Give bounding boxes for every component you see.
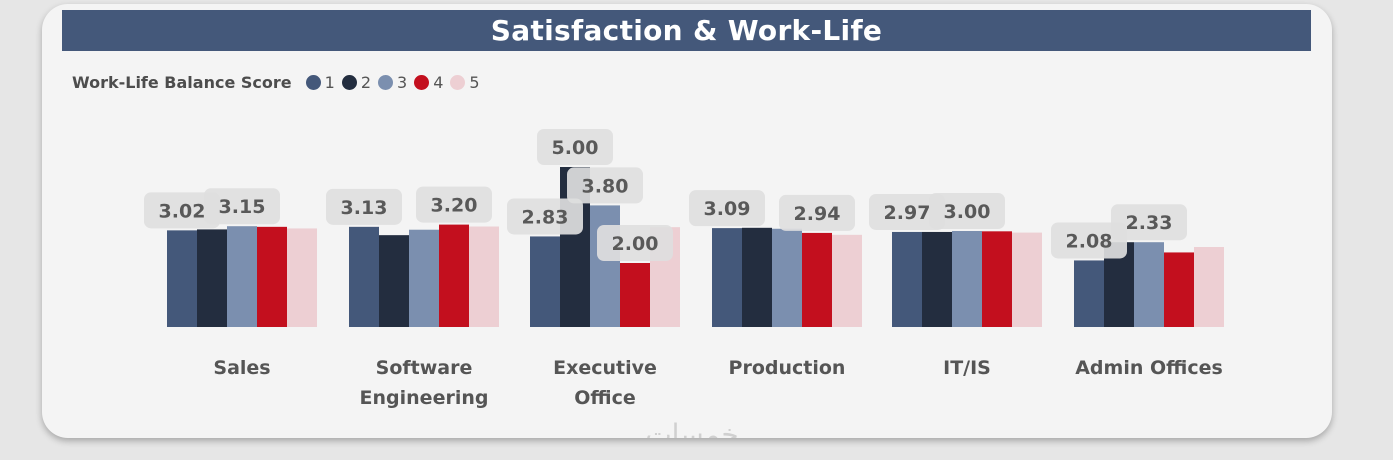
data-label-bg-0 [144,192,220,229]
bar-3-series-3 [772,228,802,327]
category-label-3: Production [729,357,846,379]
bar-5-series-4 [1164,252,1194,327]
bar-4-series-1 [892,231,922,327]
bar-2-series-3 [590,205,620,327]
data-label-12: 2.08 [1066,230,1113,252]
legend-swatch-4 [414,74,430,90]
data-label-7: 2.00 [612,233,659,255]
data-label-3: 3.20 [431,195,478,217]
legend-title: Work-Life Balance Score [72,72,292,92]
data-label-bg-12 [1051,222,1127,259]
bar-5-series-5 [1194,247,1224,327]
bar-3-series-5 [832,234,862,327]
bar-2-series-1 [530,236,560,327]
category-label-4: IT/IS [943,357,991,379]
bar-0-series-3 [227,226,257,327]
legend-swatch-3 [378,74,393,90]
legend-label-2: 2 [360,72,371,92]
bar-1-series-1 [349,226,379,327]
bar-0-series-2 [197,229,227,327]
legend-label-4: 4 [433,72,444,92]
bar-4-series-4 [982,231,1012,327]
bar-chart-plot: 3.02 3.15 3.13 3.20 2.83 5.00 3.80 2.00 3.09 2.94… [144,129,1224,409]
watermark-text: خمسات [645,418,739,438]
bar-1-series-4 [439,224,469,327]
data-label-13: 2.33 [1126,212,1173,234]
legend-swatch-5 [450,74,466,90]
data-label-bg-7 [597,225,673,261]
data-label-5: 5.00 [552,137,599,159]
bar-3-series-4 [802,232,832,327]
legend-item-5[interactable]: 5 [450,72,480,92]
bar-5-series-1 [1074,260,1104,327]
bar-4-series-3 [952,231,982,327]
category-label-1: Software Engineering [360,357,489,409]
data-label-9: 2.94 [794,203,841,225]
data-label-bg-8 [689,190,765,227]
data-label-8: 3.09 [704,198,751,220]
data-label-11: 3.00 [944,201,991,223]
bar-0-series-4 [257,226,287,327]
legend-item-3[interactable]: 3 [378,73,407,92]
data-label-6: 3.80 [582,175,629,197]
category-label-2: Executive Office [553,357,657,409]
category-label-0: Sales [213,357,270,379]
data-label-bg-2 [326,188,402,225]
legend: Work-Life Balance Score 1 2 3 4 5 [72,70,487,94]
data-label-bg-3 [416,186,492,223]
bar-0-series-1 [167,230,197,327]
bar-3-series-1 [712,228,742,327]
bar-1-series-5 [469,226,499,327]
data-label-bg-10 [869,193,945,230]
data-label-bg-11 [929,193,1005,229]
legend-swatch-2 [341,74,357,90]
data-label-0: 3.02 [159,200,206,222]
legend-label-1: 1 [324,72,335,92]
bar-4-series-5 [1012,232,1042,327]
bar-3-series-2 [742,227,772,327]
bar-4-series-2 [922,231,952,327]
data-label-2: 3.13 [341,197,388,219]
data-label-4: 2.83 [522,206,569,228]
legend-item-4[interactable]: 4 [414,73,443,92]
bar-5-series-3 [1134,242,1164,327]
title-bar: Satisfaction & Work-Life [62,10,1311,51]
data-label-bg-13 [1111,204,1187,241]
bar-0-series-5 [287,228,317,327]
data-label-1: 3.15 [219,196,266,218]
data-label-bg-5 [537,129,613,165]
data-label-bg-1 [204,188,280,225]
data-label-10: 2.97 [884,202,931,224]
legend-label-5: 5 [469,72,480,92]
data-label-bg-4 [507,198,583,235]
chart-card: Satisfaction & Work-Life Work-Life Balan… [42,4,1332,438]
legend-item-2[interactable]: 2 [341,72,371,92]
data-label-bg-9 [779,194,855,231]
chart-title: Satisfaction & Work-Life [490,14,883,47]
legend-item-1[interactable]: 1 [305,72,335,92]
data-label-bg-6 [567,167,643,204]
legend-swatch-1 [305,74,321,90]
category-label-5: Admin Offices [1075,357,1223,379]
bar-2-series-4 [620,263,650,327]
bar-1-series-3 [409,229,439,327]
bar-1-series-2 [379,235,409,327]
legend-label-3: 3 [397,72,408,92]
